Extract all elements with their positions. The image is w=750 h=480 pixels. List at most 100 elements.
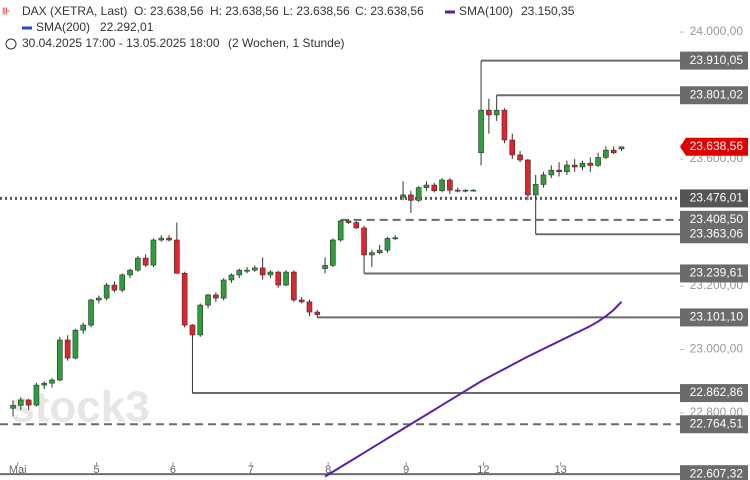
low: L: 23.638,56 [283,4,350,18]
candle-body [486,109,492,116]
candle-body [571,164,578,168]
y-tick-label: 24.000,00 [690,24,744,38]
candle-body [291,271,297,301]
candle-body [330,239,336,266]
candle-body [25,399,32,406]
candle-body [213,294,219,299]
clock-icon [5,38,17,50]
candle-body [369,252,375,256]
candle-body [478,109,484,153]
header: DAX (XETRA, Last) O: 23.638,56 H: 23.638… [2,4,424,50]
candle-body [244,269,250,272]
candle-body [431,184,438,192]
candle-body [345,220,352,223]
high: H: 23.638,56 [210,4,279,18]
level-tag [680,465,748,480]
candle-body [470,189,477,192]
candle-body [197,304,204,336]
level-label: 23.363,06 [690,226,744,240]
candle-body [181,273,188,326]
candle-body [220,279,227,299]
level-tag [680,415,748,434]
candle-body [267,271,274,276]
candle-body [532,184,539,196]
x-tick-label: 8 [325,464,331,476]
candle-body [493,109,500,116]
legend-label: SMA(200) [36,20,90,34]
candle-body [517,154,523,161]
candle-body [618,146,625,150]
level-tag [680,86,748,105]
candle-body [306,301,313,313]
level-tag [680,189,748,208]
candle-body [298,299,305,303]
candle-body [80,324,87,331]
candle-body [603,149,609,158]
level-label: 23.910,05 [690,53,744,67]
candle-body [252,267,258,271]
period: (2 Wochen, 1 Stunde) [228,36,345,50]
level-label: 23.101,10 [690,310,744,324]
candle-body [18,399,24,406]
chart-icon: ⊪ [2,7,11,18]
range: 30.04.2025 17:00 - 13.05.2025 18:00 [22,36,220,50]
x-tick-label: 7 [248,464,254,476]
level-label: 23.801,02 [690,87,744,101]
level-label: 22.607,32 [690,466,744,480]
legend-value: 22.292,01 [100,20,154,34]
candle-body [275,271,282,286]
candle-body [49,379,55,384]
candle-body [174,239,180,274]
x-tick-label: Mai [9,464,27,476]
level-label: 23.239,61 [690,266,744,280]
candle-body [10,405,16,409]
candle-body [127,269,133,276]
candle-body [454,189,461,192]
candle-body [610,149,617,153]
candle-body [41,382,48,386]
candle-body [166,237,172,241]
level-tag [680,210,748,229]
current-price-tag [680,137,748,156]
candle-body [135,257,141,271]
candle-body [548,169,555,176]
candle-body [353,222,360,229]
candle-body [283,271,289,286]
candle-body [189,324,196,336]
candle-body [314,311,321,315]
candle-body [392,237,399,240]
candle-body [337,220,344,241]
candle-body [439,179,445,192]
candle-body [33,384,40,406]
open: O: 23.638,56 [134,4,204,18]
candle-body [415,187,422,201]
level-tag [680,308,748,327]
candle-body [462,189,469,192]
candle-body [564,164,570,173]
candle-body [322,265,328,269]
level-label: 22.764,51 [690,416,744,430]
legend-label: SMA(100) [459,4,513,18]
candle-body [400,194,406,198]
sma-line [324,301,623,478]
x-tick-label: 9 [403,464,409,476]
candle-body [447,179,453,191]
level-label: 22.862,86 [690,385,744,399]
candle-body [236,269,243,276]
level-tag [680,51,748,70]
candle-body [111,284,118,291]
candle-body [423,184,430,188]
candle-body [525,159,531,196]
level-label: 23.408,50 [690,212,744,226]
level-tag [680,264,748,283]
level-label: 23.476,01 [690,191,744,205]
x-tick-label: 6 [170,464,176,476]
symbol: DAX (XETRA, Last) [22,4,127,18]
x-tick-label: 13 [555,464,567,476]
level-tag [680,384,748,403]
candle-body [150,239,157,266]
current-price-label: 23.638,56 [690,139,744,153]
candle-body [158,237,165,241]
x-tick-label: 5 [93,464,99,476]
